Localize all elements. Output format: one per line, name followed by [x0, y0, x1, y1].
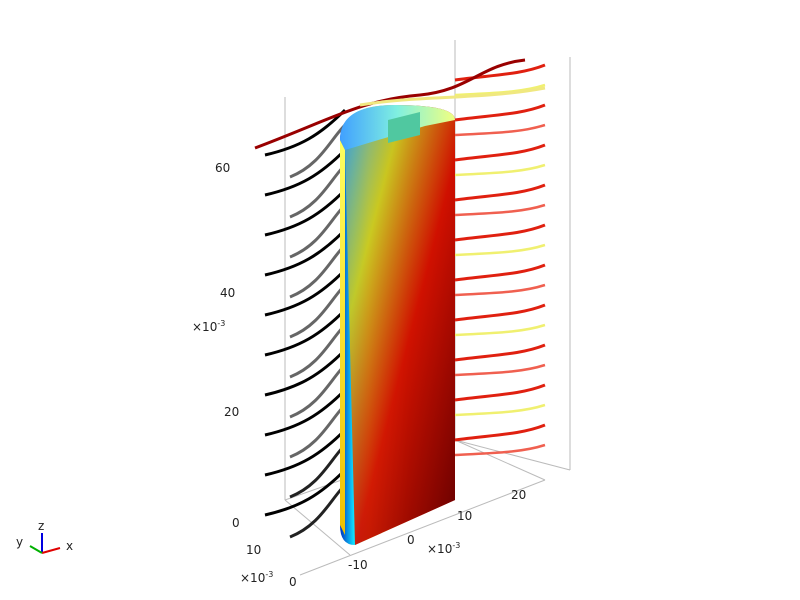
x-tick-label: 20 [511, 488, 526, 502]
y-tick-label: 10 [246, 543, 261, 557]
streamline [264, 188, 347, 237]
y-tick-label: 0 [289, 575, 297, 589]
triad-label: y [16, 535, 23, 549]
streamline [264, 268, 347, 317]
z-tick-label: 0 [232, 516, 240, 530]
streamline [264, 108, 347, 157]
streamline [454, 343, 546, 362]
streamline [454, 423, 546, 442]
streamline [359, 86, 546, 107]
streamline [264, 308, 347, 357]
streamline [454, 263, 546, 282]
streamline [289, 123, 347, 179]
scale-exponent: -3 [265, 570, 273, 579]
scale-base: ×10 [240, 571, 265, 585]
x-scale: ×10-3 [427, 541, 460, 556]
axis-labels: 60 40 20 0 ×10-3 10 0 ×10-3 -10 0 10 20 … [192, 161, 526, 589]
streamline [454, 143, 546, 162]
scale-exponent: -3 [452, 541, 460, 550]
cylinder [340, 105, 455, 545]
x-tick-label: 10 [457, 509, 472, 523]
scale-base: ×10 [192, 320, 217, 334]
streamline [264, 348, 347, 397]
axis-box [284, 40, 571, 576]
streamline [454, 203, 546, 217]
streamline [264, 388, 347, 437]
x-tick-label: -10 [348, 558, 368, 572]
streamline [454, 123, 546, 137]
streamline [454, 363, 546, 377]
streamline [454, 403, 546, 417]
streamline [454, 163, 546, 177]
x-tick-label: 0 [407, 533, 415, 547]
y-scale: ×10-3 [240, 570, 273, 585]
streamline [454, 283, 546, 297]
streamline [454, 223, 546, 242]
streamline [454, 323, 546, 337]
streamline [264, 148, 347, 197]
z-tick-label: 60 [215, 161, 230, 175]
streamline [454, 383, 546, 402]
streamline [264, 228, 347, 277]
triad-label: x [66, 539, 73, 553]
z-scale: ×10-3 [192, 319, 225, 334]
streamline [454, 303, 546, 322]
streamline [454, 243, 546, 257]
z-tick-label: 40 [220, 286, 235, 300]
z-tick-label: 20 [224, 405, 239, 419]
streamline [264, 428, 347, 477]
scale-exponent: -3 [217, 319, 225, 328]
streamline [254, 58, 526, 150]
streamline [264, 468, 347, 517]
axis-triad: z y x [16, 519, 73, 554]
streamline [454, 183, 546, 202]
scale-base: ×10 [427, 542, 452, 556]
streamline [454, 103, 546, 122]
streamline [454, 63, 546, 82]
triad-label: z [38, 519, 44, 533]
streamline [454, 443, 546, 457]
